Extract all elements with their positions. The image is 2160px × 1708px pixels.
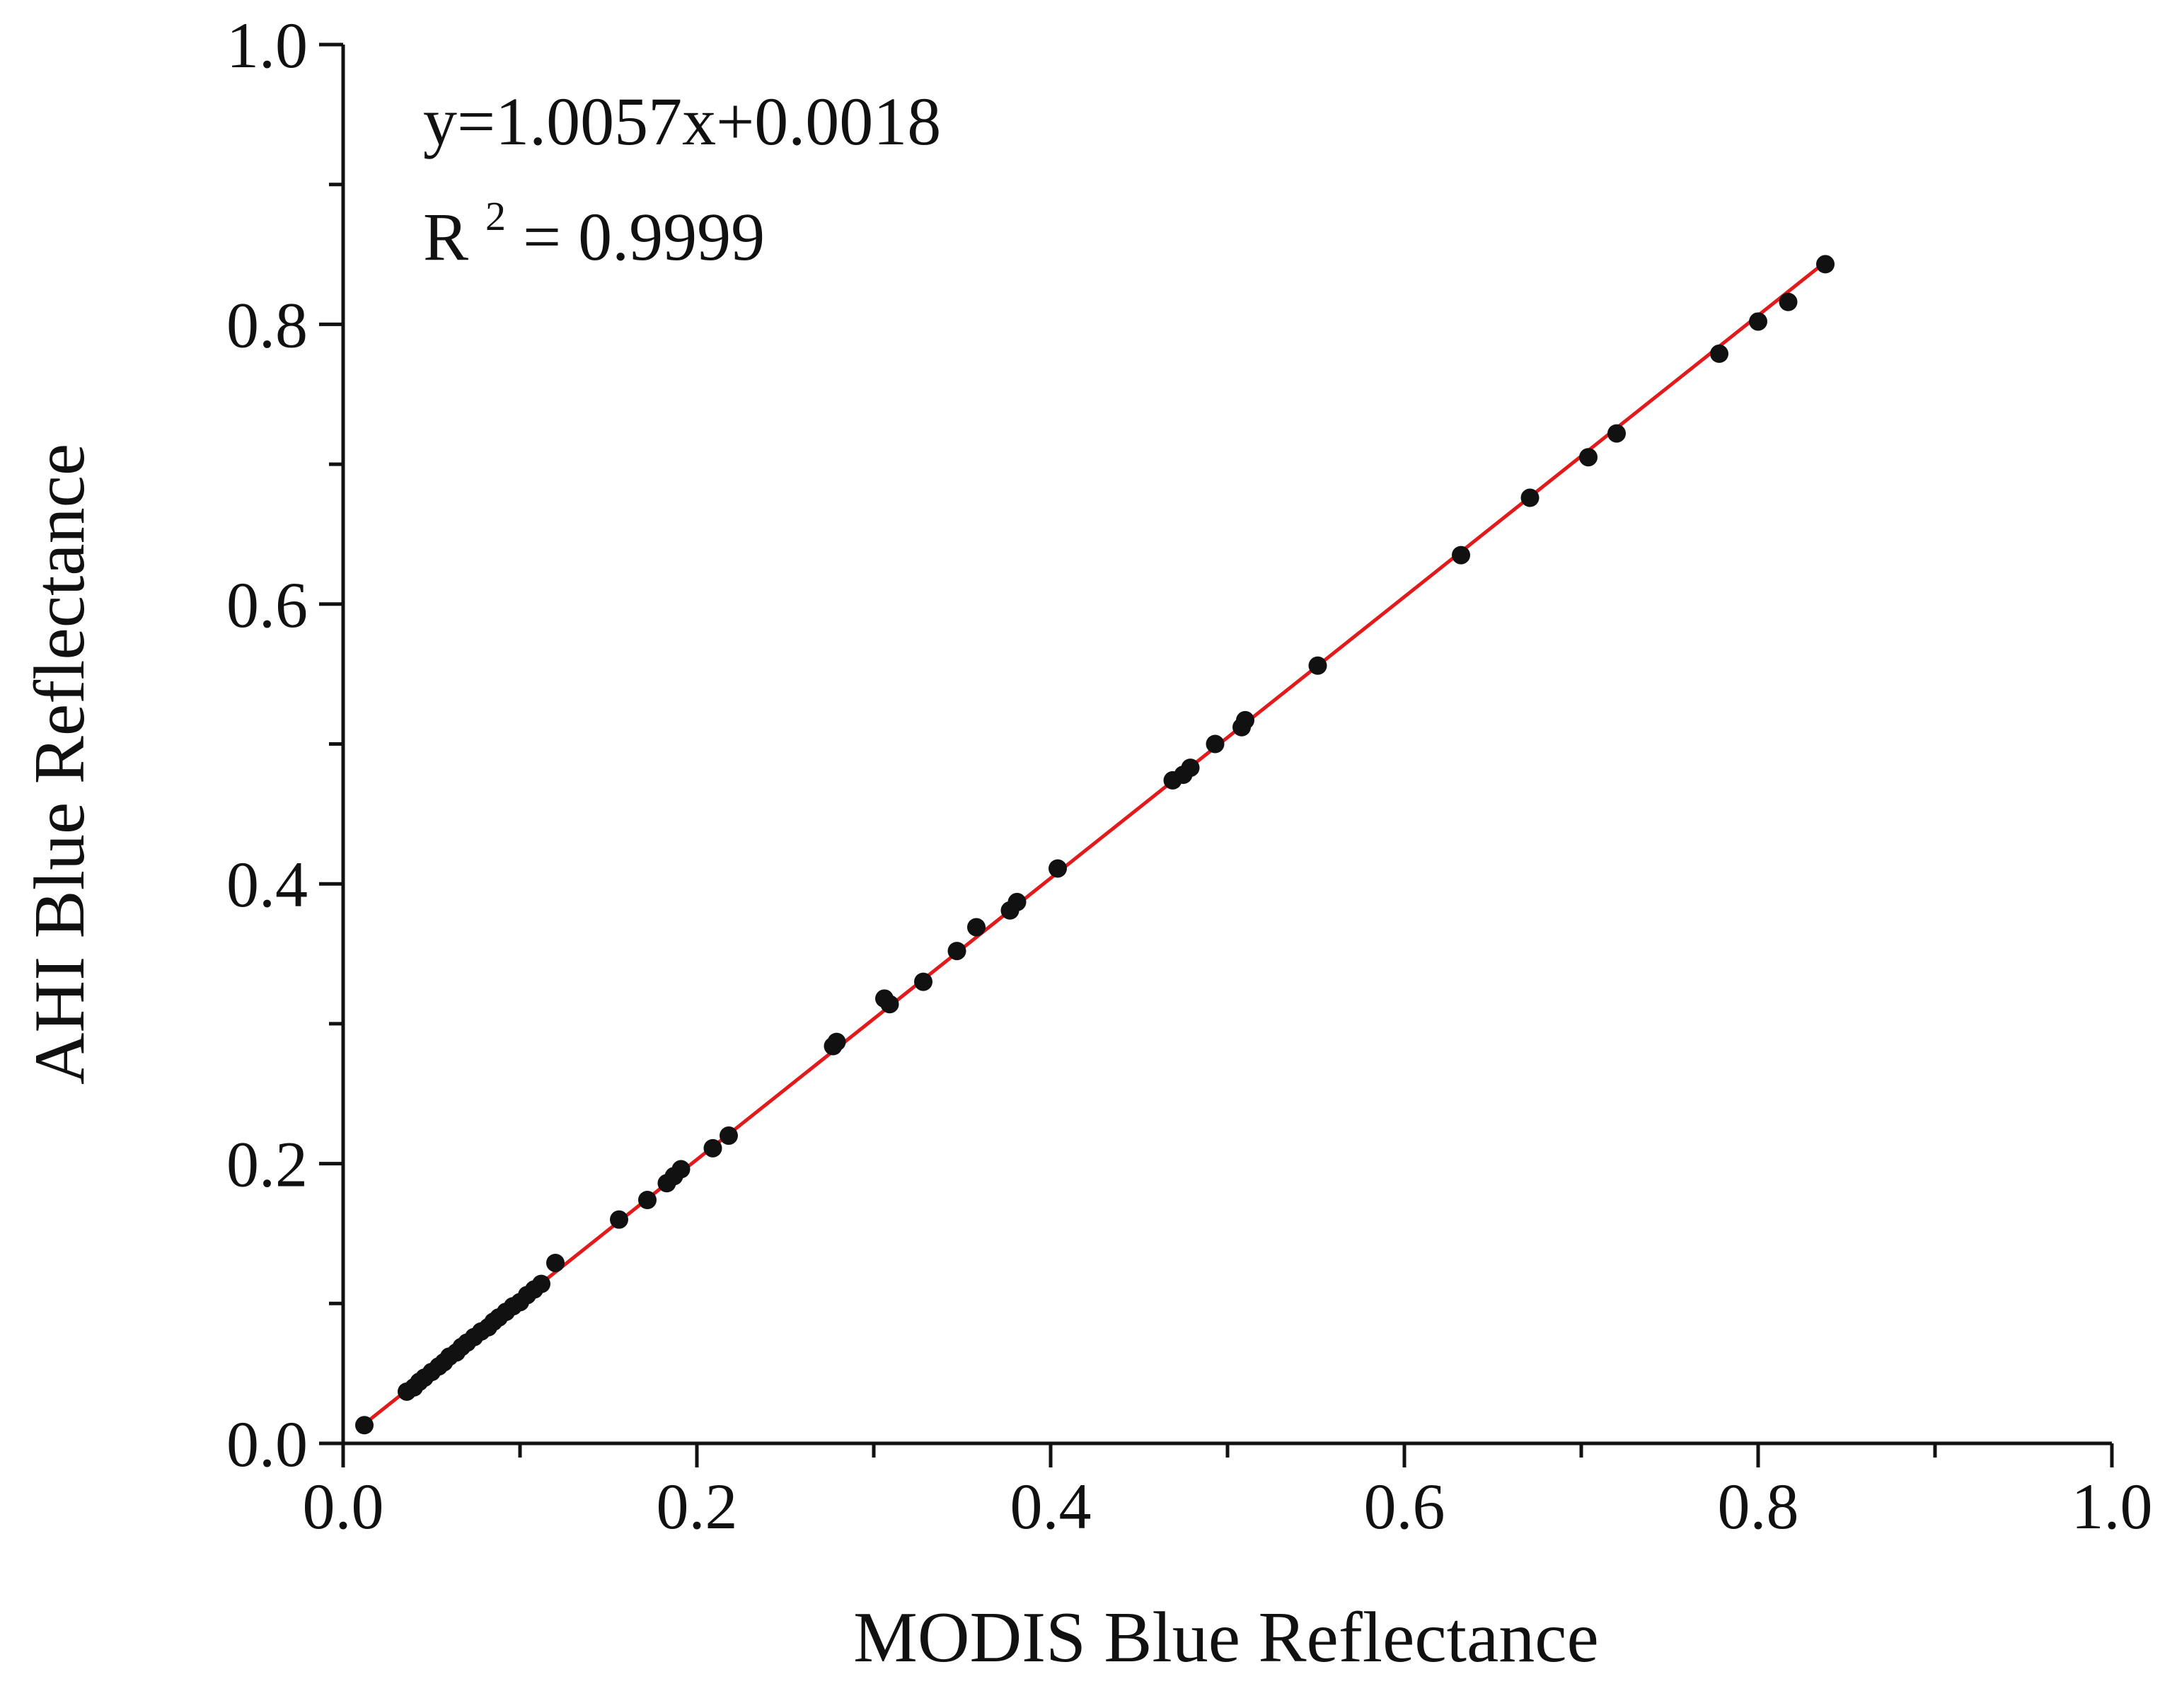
x-tick-label: 0.0 — [303, 1470, 384, 1542]
data-point — [532, 1274, 550, 1293]
x-axis-title: MODIS Blue Reflectance — [853, 1598, 1599, 1678]
data-point — [1007, 892, 1027, 911]
data-point — [671, 1160, 691, 1179]
y-tick-label: 1.0 — [226, 9, 308, 81]
x-tick-label: 0.6 — [1364, 1470, 1445, 1542]
r-squared-superscript: 2 — [485, 193, 506, 239]
data-point — [880, 995, 899, 1014]
data-point — [1710, 344, 1728, 363]
y-tick-label: 0.2 — [226, 1129, 308, 1201]
data-point — [1607, 424, 1626, 443]
data-point — [638, 1191, 657, 1210]
y-tick-label: 0.6 — [226, 569, 308, 641]
data-point — [967, 918, 986, 937]
regression-equation: y=1.0057x+0.0018 — [423, 83, 941, 159]
x-tick-label: 0.2 — [657, 1470, 738, 1542]
data-point — [1779, 292, 1798, 311]
data-point — [355, 1416, 374, 1435]
data-point — [947, 942, 966, 961]
data-point — [1452, 546, 1470, 565]
r-squared-label: R 2 = 0.9999 — [423, 169, 765, 275]
data-point — [1206, 734, 1225, 754]
y-tick-label: 0.8 — [226, 289, 308, 361]
y-tick-label: 0.0 — [226, 1408, 308, 1480]
data-point — [914, 972, 932, 991]
data-point — [1236, 710, 1254, 729]
r-squared-prefix: R — [423, 199, 468, 275]
data-point — [1308, 656, 1327, 675]
data-point — [720, 1126, 738, 1146]
data-point — [1579, 448, 1598, 467]
data-point — [610, 1210, 628, 1229]
data-point — [1181, 758, 1200, 778]
data-point — [1520, 488, 1540, 507]
axes: 0.0 0.2 0.4 0.6 0.8 1.0 0.0 0.2 0.4 0.6 0.8 1.0 — [226, 9, 2153, 1542]
y-tick-label: 0.4 — [226, 848, 308, 921]
x-tick-label: 0.8 — [1718, 1470, 1799, 1542]
y-axis-title: AHI Blue Reflectance — [20, 444, 100, 1085]
data-point — [1816, 255, 1835, 274]
r-squared-value: = 0.9999 — [523, 199, 765, 275]
data-point — [1749, 312, 1767, 331]
x-tick-label: 0.4 — [1010, 1470, 1092, 1542]
data-points — [355, 255, 1835, 1435]
x-tick-label: 1.0 — [2072, 1470, 2153, 1542]
data-point — [703, 1138, 722, 1158]
data-point — [546, 1253, 565, 1272]
data-point — [1049, 859, 1067, 878]
data-point — [827, 1032, 846, 1051]
